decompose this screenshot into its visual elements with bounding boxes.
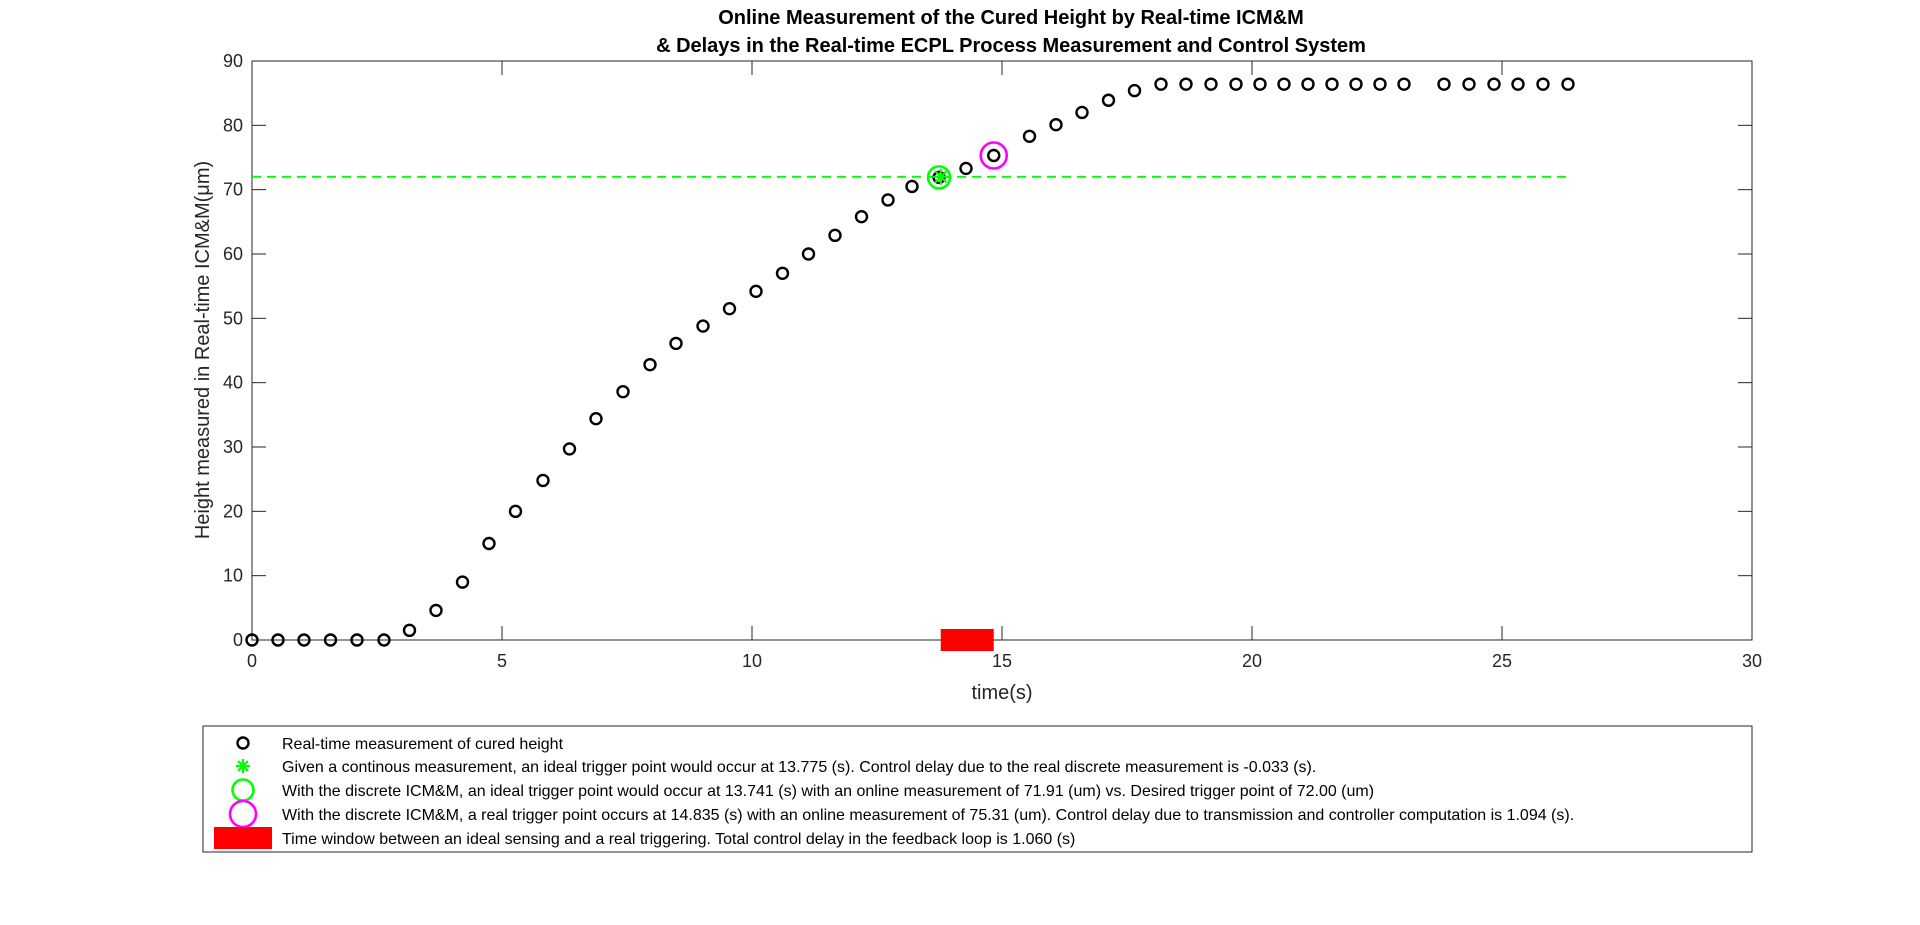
- measurement-point: [1487, 77, 1501, 91]
- measurement-point: [1301, 77, 1315, 91]
- x-tick-label: 15: [992, 651, 1012, 671]
- y-tick-label: 50: [223, 308, 243, 328]
- legend-entry-ideal-trigger: With the discrete ICM&M, an ideal trigge…: [282, 783, 1374, 800]
- measurement-point: [297, 633, 311, 647]
- measurement-point: [722, 301, 737, 316]
- data-markers: [245, 77, 1575, 651]
- y-axis-label: Height measured in Real-time ICM&M(μm): [192, 161, 214, 539]
- legend-symbols: [214, 736, 272, 849]
- measurement-point: [1437, 77, 1451, 91]
- measurement-point: [1154, 77, 1168, 91]
- measurement-point: [669, 336, 683, 351]
- measurement-point: [1075, 105, 1089, 120]
- legend-symbol-measurement: [236, 736, 250, 750]
- measurement-point: [1373, 77, 1387, 91]
- x-tick-label: 10: [742, 651, 762, 671]
- y-tick-label: 10: [223, 566, 243, 586]
- measurement-point: [1277, 77, 1291, 91]
- measurement-point: [1049, 117, 1063, 132]
- measurement-point: [377, 633, 391, 647]
- y-tick-label: 40: [223, 373, 243, 393]
- measurement-point: [1101, 93, 1116, 107]
- asterisk-stroke: [934, 170, 948, 184]
- y-tick-label: 80: [223, 115, 243, 135]
- legend-entry-delay-window: Time window between an ideal sensing and…: [282, 831, 1075, 848]
- legend-entry-real-trigger: With the discrete ICM&M, a real trigger …: [282, 807, 1574, 824]
- y-tick-label: 90: [223, 51, 243, 71]
- measurement-point: [959, 161, 973, 176]
- measurement-point: [828, 228, 842, 243]
- measurement-point: [905, 179, 919, 194]
- x-tick-label: 25: [1492, 651, 1512, 671]
- measurement-point: [775, 266, 790, 280]
- measurement-point: [1022, 129, 1037, 143]
- measurement-point: [589, 411, 603, 426]
- y-tick-label: 0: [233, 630, 243, 650]
- measurement-point: [482, 536, 496, 551]
- chart-title-line-2: & Delays in the Real-time ECPL Process M…: [656, 35, 1366, 57]
- legend-entry-continuous-trigger: Given a continous measurement, an ideal …: [282, 759, 1316, 776]
- measurement-point: [616, 384, 630, 399]
- measurement-point: [1536, 77, 1550, 91]
- measurement-point: [643, 357, 657, 372]
- legend-box: [202, 725, 1753, 853]
- measurement-point: [402, 623, 417, 638]
- measurement-point: [271, 633, 285, 647]
- measurement-point: [1127, 83, 1142, 98]
- measurement-point: [749, 284, 763, 299]
- x-tick-label: 5: [497, 651, 507, 671]
- legend-symbol-continuous-trigger: [236, 759, 250, 773]
- measurement-point: [854, 209, 869, 224]
- plot-area: 0 5 10 15 20 25 30 0 10 20 30 40 50 60 70 80 90: [223, 51, 1762, 671]
- measurement-point: [455, 575, 470, 589]
- real-trigger-marker: [979, 141, 1009, 170]
- y-tick-label: 30: [223, 437, 243, 457]
- x-tick-label: 30: [1742, 651, 1762, 671]
- y-tick-label: 60: [223, 244, 243, 264]
- measurement-point: [323, 633, 338, 647]
- measurement-point: [1349, 77, 1363, 91]
- measurement-point: [429, 603, 443, 618]
- x-axis-label: time(s): [971, 682, 1032, 704]
- asterisk-stroke: [237, 760, 249, 772]
- measurement-point: [1462, 77, 1476, 91]
- measurement-point: [1561, 77, 1575, 91]
- x-tick-label: 0: [247, 651, 257, 671]
- legend: Real-time measurement of cured height Gi…: [202, 725, 1753, 853]
- ideal-discrete-trigger-marker: [926, 165, 952, 190]
- y-tick-label: 70: [223, 180, 243, 200]
- measurement-point: [1229, 77, 1243, 91]
- legend-symbol-delay-window: [214, 827, 272, 849]
- axis-ticks: 0 5 10 15 20 25 30 0 10 20 30 40 50 60 70 80 90: [223, 51, 1762, 671]
- measurement-point: [245, 633, 259, 647]
- continuous-trigger-marker: [932, 168, 949, 185]
- measurement-point: [1204, 77, 1218, 91]
- measurement-point: [801, 247, 816, 261]
- measurement-point: [987, 148, 1001, 163]
- measurement-point: [350, 633, 364, 647]
- plot-box: [251, 60, 1753, 641]
- measurement-point: [562, 442, 577, 456]
- measurement-point: [536, 473, 550, 488]
- delay-window-bar: [940, 629, 994, 651]
- measurement-point: [1179, 77, 1193, 91]
- measurement-point: [881, 193, 895, 207]
- y-tick-label: 20: [223, 501, 243, 521]
- measurement-point: [508, 504, 523, 519]
- measurement-point: [1325, 77, 1339, 91]
- chart-title-line-1: Online Measurement of the Cured Height b…: [718, 7, 1304, 29]
- measurement-point: [696, 319, 710, 333]
- x-tick-label: 20: [1242, 651, 1262, 671]
- measurement-point: [1253, 77, 1267, 91]
- legend-entry-measurement: Real-time measurement of cured height: [282, 736, 564, 753]
- measurement-point: [1397, 77, 1411, 91]
- measurement-point: [1511, 77, 1525, 91]
